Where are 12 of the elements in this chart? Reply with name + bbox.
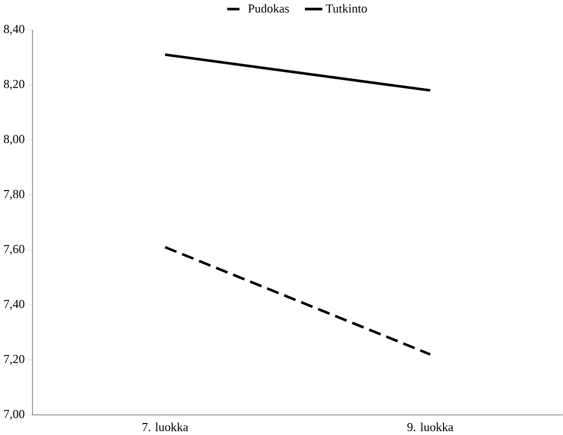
y-tick-label: 7,80 (4, 190, 24, 200)
legend-label: Pudokas (248, 4, 289, 13)
y-tick-label: 7,00 (4, 410, 24, 420)
x-tick-label: 7. luokka (142, 422, 188, 432)
y-tick-label: 7,20 (4, 355, 24, 366)
y-tick-label: 8,40 (4, 25, 24, 36)
x-tick-label: 9. luokka (407, 422, 454, 432)
y-tick-label: 8,20 (4, 80, 24, 90)
y-tick-label: 7,40 (4, 300, 24, 310)
y-tick-label: 7,60 (4, 245, 24, 256)
y-tick-label: 8,00 (4, 135, 24, 146)
legend-label: Tutkinto (326, 4, 367, 13)
